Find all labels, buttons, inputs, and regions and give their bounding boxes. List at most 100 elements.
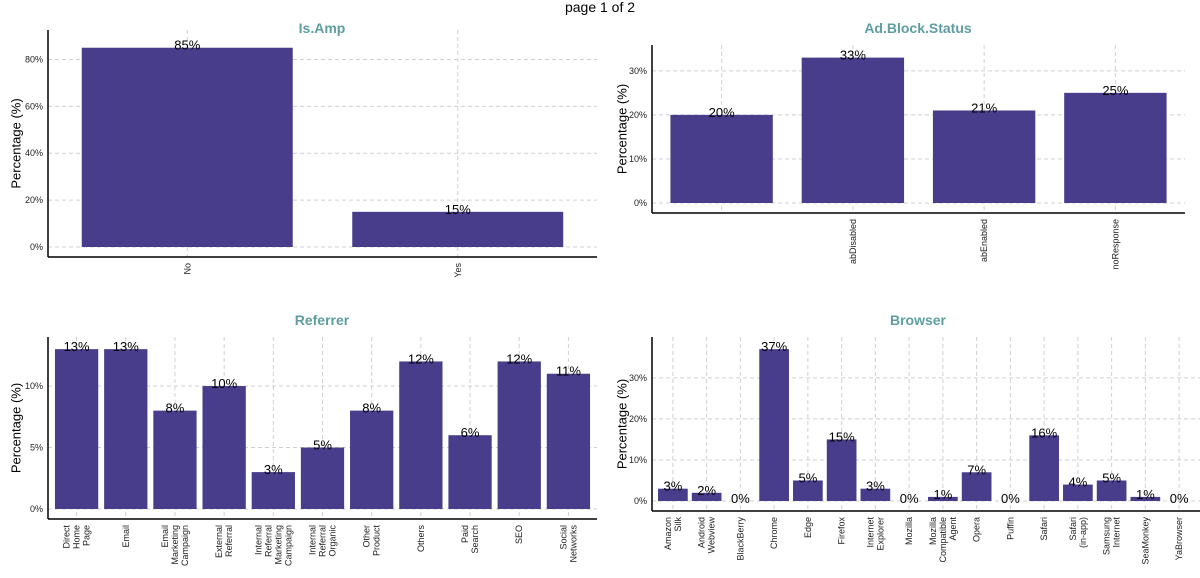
chart-title: Browser [890, 312, 947, 328]
y-axis-label: Percentage (%) [615, 379, 630, 469]
x-tick-label: Email [121, 525, 131, 548]
x-tick-line: Campaign [283, 525, 293, 566]
x-tick-label: Safari [1039, 517, 1049, 541]
x-tick-line: Opera [972, 517, 982, 542]
x-tick-label: Mozilla [904, 517, 914, 545]
x-tick-label: No [182, 263, 192, 275]
x-tick-line: SEO [514, 525, 524, 544]
x-tick-label: Internal Referral Organic [308, 525, 338, 558]
x-tick-label: External Referral [214, 525, 234, 558]
bar-14 [1130, 496, 1161, 501]
y-tick-label: 20% [629, 414, 647, 424]
bar-9 [497, 361, 541, 509]
x-tick-line: Yes [453, 263, 463, 278]
data-label: 8% [166, 401, 185, 416]
x-tick-label: Direct Home Page [62, 525, 92, 550]
x-tick-label: Other Product [362, 525, 382, 557]
data-label: 0% [1170, 491, 1189, 506]
y-axis-label: Percentage (%) [615, 84, 630, 174]
x-tick-line: Internal [253, 525, 263, 555]
x-tick-line: abEnabled [979, 219, 989, 262]
data-label: 2% [697, 483, 716, 498]
bar-0 [54, 349, 99, 509]
bar-4 [251, 472, 295, 509]
data-label: 8% [362, 401, 381, 416]
x-tick-line: Firefox [837, 517, 847, 545]
bar-0 [658, 488, 688, 501]
x-tick-line: Referral [318, 525, 328, 557]
x-tick-line: Campaign [180, 525, 190, 566]
x-tick-line: Direct [62, 525, 72, 549]
x-tick-line: Organic [328, 525, 338, 557]
data-label: 11% [556, 364, 581, 379]
x-tick-line: Email [160, 525, 170, 548]
data-label: 1% [933, 487, 952, 502]
y-tick-label: 10% [25, 381, 43, 391]
x-tick-line: External [214, 525, 224, 558]
x-tick-label: Yes [453, 263, 463, 278]
x-tick-label: Mozilla Compatible Agent [928, 517, 958, 563]
x-tick-label: Amazon Silk [663, 517, 683, 551]
data-label: 33% [840, 48, 866, 63]
y-tick-label: 0% [634, 198, 647, 208]
x-tick-line: Explorer [875, 517, 885, 551]
x-tick-label: Opera [972, 517, 982, 542]
x-tick-line: Referral [263, 525, 273, 557]
data-label: 10% [211, 376, 237, 391]
x-tick-label: Paid Search [460, 525, 480, 554]
chart-panel-0: Is.Amp Percentage (%) 0% 20% 40% 60% 80% 85% 15%… [9, 20, 597, 278]
y-tick-label: 60% [25, 101, 43, 111]
bar-2 [932, 110, 1036, 203]
y-tick-label: 0% [30, 504, 43, 514]
x-tick-label: Puffin [1005, 517, 1015, 540]
bar-1 [801, 57, 905, 203]
x-tick-line: Referral [224, 525, 234, 557]
bar-6 [350, 410, 394, 509]
x-tick-line: Search [470, 525, 480, 554]
x-tick-label: Android Webview [697, 517, 717, 554]
x-tick-line: noResponse [1110, 219, 1120, 270]
x-tick-line: Chrome [769, 517, 779, 549]
x-tick-label: Edge [803, 517, 813, 538]
x-tick-label: Firefox [837, 517, 847, 545]
y-tick-label: 5% [30, 443, 43, 453]
data-label: 5% [1102, 470, 1121, 485]
bar-1 [691, 492, 722, 501]
x-tick-line: Puffin [1005, 517, 1015, 540]
data-label: 4% [1068, 475, 1087, 490]
data-label: 21% [971, 100, 997, 115]
x-tick-line: Safari [1039, 517, 1049, 541]
x-tick-line: (in-app) [1078, 517, 1088, 548]
x-tick-label: noResponse [1110, 219, 1120, 270]
data-label: 6% [461, 425, 480, 440]
x-tick-line: Social [558, 525, 568, 550]
chart-title: Is.Amp [299, 20, 346, 36]
x-tick-label: Internal Referral Marketing Campaign [253, 525, 293, 566]
bar-11 [1029, 435, 1059, 501]
bar-3 [1064, 92, 1167, 203]
bar-8 [448, 435, 492, 509]
x-tick-line: Agent [948, 517, 958, 541]
x-tick-line: Edge [803, 517, 813, 538]
y-tick-label: 20% [629, 110, 647, 120]
x-tick-label: Others [416, 525, 426, 553]
data-label: 3% [264, 462, 283, 477]
x-tick-label: BlackBerry [735, 517, 745, 561]
x-tick-line: Samsung [1102, 517, 1112, 555]
x-tick-line: Internet [1112, 517, 1122, 548]
x-tick-line: Email [121, 525, 131, 548]
y-tick-label: 30% [629, 66, 647, 76]
x-tick-line: abDisabled [848, 219, 858, 264]
bar-8 [928, 496, 958, 501]
chart-panel-1: Ad.Block.Status Percentage (%) 0% 10% 20% 30%… [615, 20, 1185, 270]
x-tick-label: Safari (in-app) [1068, 517, 1088, 548]
x-tick-label: abEnabled [979, 219, 989, 262]
x-tick-line: YaBrowser [1174, 517, 1184, 560]
bar-0 [81, 47, 293, 247]
data-label: 0% [1001, 491, 1020, 506]
x-tick-label: SEO [514, 525, 524, 544]
data-label: 25% [1102, 83, 1128, 98]
x-tick-label: YaBrowser [1174, 517, 1184, 560]
x-tick-label: Social Networks [558, 525, 578, 563]
bar-10 [546, 373, 591, 509]
